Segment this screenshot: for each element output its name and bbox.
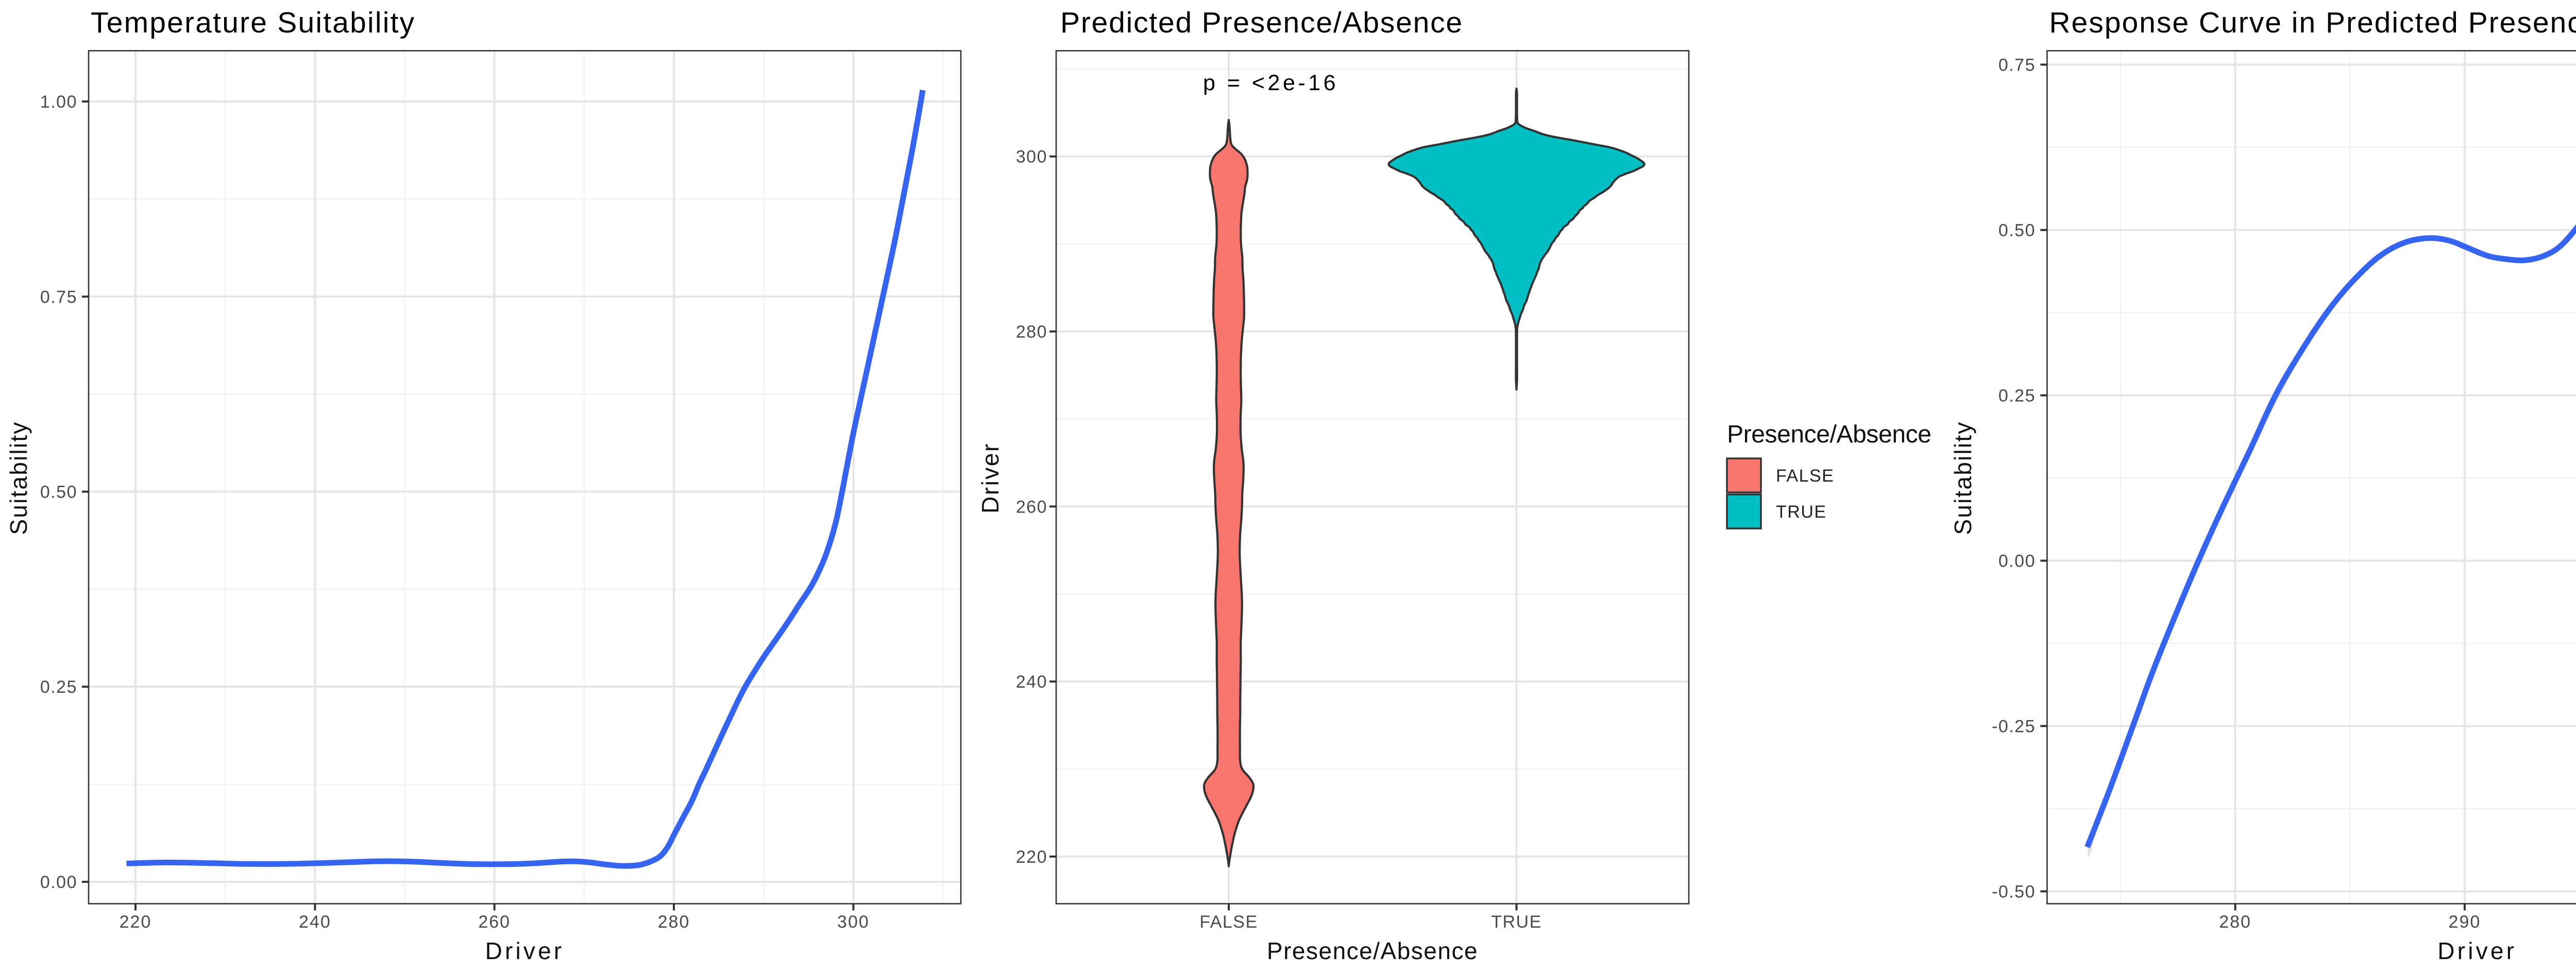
svg-text:0.25: 0.25 (1998, 386, 2036, 406)
svg-text:0.50: 0.50 (40, 483, 77, 502)
svg-text:300: 300 (1016, 147, 1047, 167)
svg-text:0.75: 0.75 (40, 287, 77, 307)
svg-text:280: 280 (1016, 322, 1047, 342)
svg-text:Driver: Driver (977, 442, 1004, 514)
svg-text:240: 240 (299, 912, 331, 932)
svg-text:300: 300 (837, 912, 870, 932)
svg-text:220: 220 (120, 912, 152, 932)
svg-text:290: 290 (2449, 912, 2481, 932)
svg-text:280: 280 (658, 912, 690, 932)
svg-text:Predicted Presence/Absence: Predicted Presence/Absence (1060, 6, 1463, 39)
svg-text:p = <2e-16: p = <2e-16 (1203, 71, 1338, 95)
svg-text:Driver: Driver (485, 937, 565, 964)
svg-text:TRUE: TRUE (1776, 502, 1827, 522)
svg-text:TRUE: TRUE (1491, 912, 1542, 932)
svg-text:0.00: 0.00 (40, 873, 77, 892)
svg-text:260: 260 (478, 912, 511, 932)
svg-text:FALSE: FALSE (1776, 466, 1834, 486)
svg-text:Presence/Absence: Presence/Absence (1267, 937, 1478, 964)
svg-text:0.00: 0.00 (1998, 552, 2036, 571)
svg-text:Presence/Absence: Presence/Absence (1727, 421, 1931, 448)
svg-text:280: 280 (2219, 912, 2251, 932)
svg-text:0.50: 0.50 (1998, 221, 2036, 241)
svg-text:Response Curve in Predicted Pr: Response Curve in Predicted Presence Are… (2049, 6, 2576, 39)
svg-text:Suitability: Suitability (1950, 421, 1976, 535)
svg-text:Temperature Suitability: Temperature Suitability (91, 6, 415, 39)
svg-text:-0.50: -0.50 (1992, 882, 2036, 902)
svg-text:260: 260 (1016, 497, 1047, 517)
svg-text:1.00: 1.00 (40, 92, 77, 112)
svg-text:220: 220 (1016, 847, 1047, 867)
svg-text:Suitability: Suitability (5, 421, 32, 535)
svg-text:0.75: 0.75 (1998, 56, 2036, 75)
svg-text:FALSE: FALSE (1199, 912, 1258, 932)
svg-text:-0.25: -0.25 (1992, 717, 2036, 737)
svg-text:Driver: Driver (2437, 937, 2517, 964)
svg-text:240: 240 (1016, 672, 1047, 692)
svg-text:0.25: 0.25 (40, 677, 77, 697)
